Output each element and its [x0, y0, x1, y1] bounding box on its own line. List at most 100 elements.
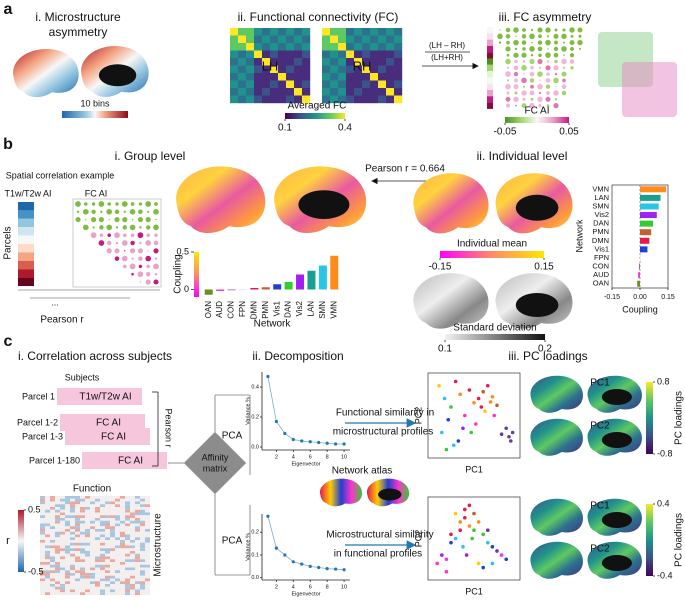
heatmap-cell — [145, 496, 150, 499]
parcel-bin — [18, 252, 34, 261]
heatmap-cell — [130, 548, 135, 552]
matrix-cell — [246, 35, 255, 44]
heatmap-cell — [110, 512, 115, 516]
matrix-cell — [254, 35, 263, 44]
axis-label: Function — [73, 484, 111, 495]
matrix-cell — [270, 88, 279, 96]
heatmap-cell — [80, 584, 85, 587]
matrix-cell — [246, 80, 255, 89]
matrix-cell — [330, 80, 339, 89]
panel-title: i. Microstructure — [35, 10, 121, 24]
matrix-dot — [537, 46, 543, 52]
heatmap-cell — [85, 529, 90, 532]
heatmap-cell — [130, 570, 135, 574]
bar — [227, 289, 236, 291]
colorbar-label: FC AI — [524, 106, 549, 117]
heatmap-cell — [120, 578, 125, 582]
plot-frame — [427, 372, 521, 459]
heatmap-cell — [95, 542, 100, 546]
colorbar-tick-label: 0.1 — [278, 123, 292, 134]
heatmap-cell — [140, 548, 145, 552]
heatmap-cell — [95, 496, 100, 499]
heatmap-cell — [135, 504, 140, 508]
brain-medial-wall — [515, 194, 559, 221]
matrix-cell — [354, 58, 363, 66]
heatmap-cell — [100, 556, 105, 560]
matrix-cell — [230, 28, 239, 36]
heatmap-cell — [80, 526, 85, 530]
panel-title: ii. Functional connectivity (FC) — [238, 10, 399, 24]
matrix-cell — [270, 43, 279, 51]
heatmap-cell — [120, 542, 125, 546]
ellipsis: ... — [51, 297, 59, 307]
heatmap-cell — [75, 504, 80, 508]
y-tick-label: 0.0 — [251, 444, 259, 450]
heatmap-cell — [55, 542, 60, 546]
heatmap-cell — [55, 501, 60, 505]
heatmap-cell — [40, 531, 45, 535]
heatmap-cell — [45, 537, 50, 541]
heatmap-cell — [80, 518, 85, 521]
matrix-dot — [114, 248, 120, 254]
heatmap-cell — [90, 526, 95, 530]
heatmap-cell — [125, 578, 130, 582]
heatmap-cell — [80, 586, 85, 590]
colorbar-tick-label: 0.1 — [438, 344, 452, 355]
heatmap-cell — [75, 534, 80, 538]
matrix-dot — [153, 209, 159, 215]
matrix-cell — [322, 73, 331, 81]
heatmap-cell — [105, 512, 110, 516]
matrix-dot — [513, 96, 519, 103]
heatmap-cell — [70, 512, 75, 516]
heatmap-cell — [65, 573, 70, 576]
heatmap-cell — [60, 507, 65, 510]
heatmap-cell — [120, 559, 125, 563]
heatmap-cell — [145, 559, 150, 563]
matrix-dot — [546, 72, 550, 76]
heatmap-cell — [50, 570, 55, 574]
brain-surface — [530, 375, 583, 413]
matrix-dot — [561, 33, 567, 39]
matrix-dot — [130, 233, 135, 237]
heatmap-cell — [75, 559, 80, 563]
matrix-cell — [354, 95, 363, 104]
matrix-dot — [521, 34, 527, 39]
heatmap-cell — [115, 537, 120, 541]
axis-label: Eigenvector — [291, 591, 320, 597]
heatmap-cell — [105, 559, 110, 563]
matrix-cell — [338, 95, 347, 104]
heatmap-cell — [115, 518, 120, 521]
matrix-cell — [394, 65, 403, 74]
heatmap-cell — [45, 515, 50, 519]
matrix-dot — [546, 35, 550, 38]
matrix-cell — [346, 80, 355, 89]
matrix-dot — [506, 40, 510, 45]
heatmap-cell — [80, 556, 85, 560]
brain — [530, 541, 583, 579]
row-box — [57, 388, 142, 405]
heatmap-cell — [85, 551, 90, 554]
heatmap-cell — [80, 534, 85, 538]
heatmap-cell — [140, 498, 145, 502]
parcel-bin — [18, 235, 34, 244]
scatter-point — [461, 426, 465, 431]
heatmap-cell — [95, 556, 100, 560]
heatmap-cell — [70, 534, 75, 538]
matrix-dot — [115, 202, 119, 206]
heatmap-cell — [80, 570, 85, 574]
heatmap-cell — [115, 584, 120, 587]
heatmap-cell — [125, 551, 130, 554]
matrix-dot — [513, 71, 519, 77]
matrix-cell — [378, 43, 387, 51]
brain-medial-wall — [601, 432, 632, 448]
matrix-dot — [529, 58, 535, 65]
heatmap-cell — [50, 526, 55, 530]
heatmap-cell — [115, 581, 120, 585]
heatmap-cell — [135, 573, 140, 576]
row-color — [487, 71, 493, 78]
colorbar — [445, 334, 545, 340]
heatmap-cell — [95, 540, 100, 543]
heatmap-cell — [45, 531, 50, 535]
matrix-dot — [537, 40, 543, 45]
heatmap-cell — [85, 542, 90, 546]
